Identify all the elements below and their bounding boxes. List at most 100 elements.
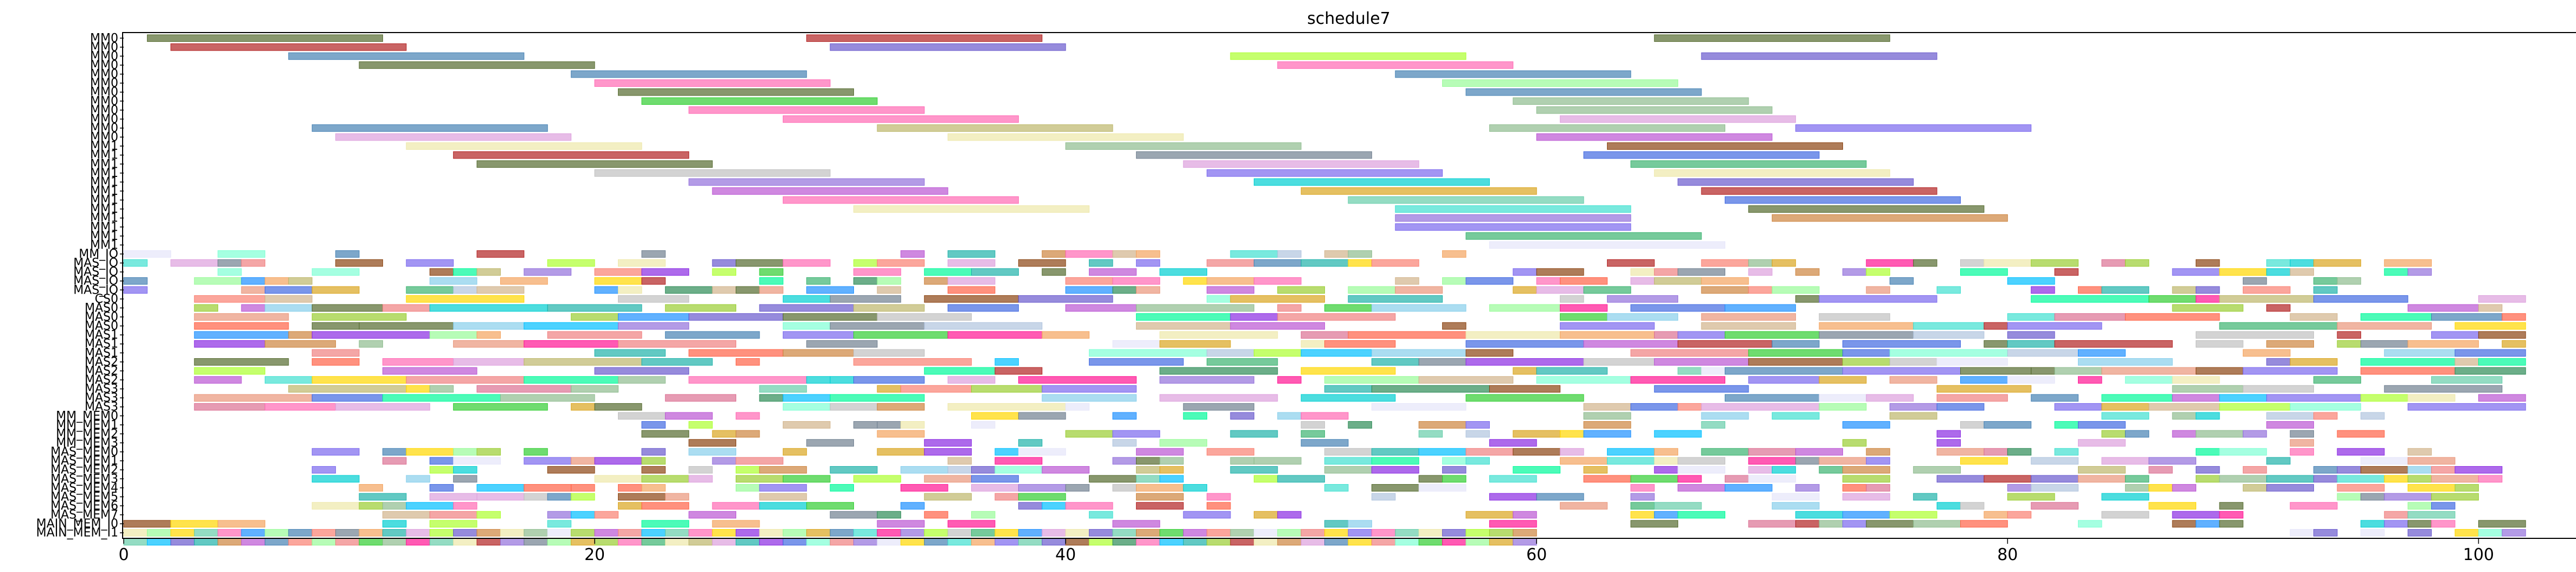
- task-bar: [311, 502, 360, 510]
- x-tick-label: 20: [584, 545, 605, 564]
- task-bar: [1418, 376, 1514, 384]
- task-bar: [476, 448, 501, 456]
- task-bar: [1795, 124, 2032, 132]
- task-bar: [1724, 394, 1820, 402]
- task-bar: [1089, 475, 1137, 483]
- task-bar: [2242, 277, 2267, 285]
- task-bar: [2078, 466, 2126, 474]
- task-bar: [1771, 412, 1820, 420]
- task-bar: [1395, 70, 1631, 78]
- task-bar: [288, 385, 407, 393]
- task-bar: [406, 475, 430, 483]
- task-bar: [335, 250, 360, 258]
- task-bar: [1065, 538, 1090, 546]
- task-bar: [1866, 286, 1890, 294]
- task-bar: [900, 538, 925, 546]
- task-bar: [1442, 475, 1466, 483]
- task-bar: [2360, 412, 2385, 420]
- task-bar: [2384, 385, 2503, 393]
- task-bar: [264, 403, 336, 411]
- task-bar: [1984, 421, 2032, 429]
- task-bar: [2407, 403, 2526, 411]
- task-bar: [1442, 277, 1466, 285]
- row-label: MM_MEM2: [56, 427, 118, 441]
- task-bar: [641, 502, 690, 510]
- task-bar: [571, 457, 595, 465]
- task-bar: [877, 385, 901, 393]
- task-bar: [1207, 295, 1231, 303]
- task-bar: [1560, 430, 1584, 438]
- row-label: MM0: [90, 77, 118, 90]
- task-bar: [241, 286, 265, 294]
- task-bar: [1748, 448, 1796, 456]
- task-bar: [594, 538, 619, 546]
- task-bar: [2172, 286, 2197, 294]
- task-bar: [194, 403, 265, 411]
- task-bar: [1771, 259, 1796, 267]
- task-bar: [218, 268, 242, 276]
- task-bar: [2007, 448, 2032, 456]
- task-bar: [947, 259, 996, 267]
- row-label: MM0: [90, 122, 118, 135]
- task-bar: [476, 385, 572, 393]
- task-bar: [1159, 340, 1231, 348]
- task-bar: [2172, 268, 2220, 276]
- task-bar: [688, 349, 783, 357]
- task-bar: [688, 313, 783, 321]
- task-bar: [2407, 268, 2432, 276]
- task-bar: [665, 493, 690, 501]
- task-bar: [641, 97, 878, 105]
- task-bar: [264, 340, 336, 348]
- task-bar: [1277, 61, 1514, 69]
- task-bar: [1678, 466, 1725, 474]
- task-bar: [736, 466, 760, 474]
- task-bar: [1159, 268, 1208, 276]
- task-bar: [759, 538, 783, 546]
- task-bar: [2101, 412, 2150, 420]
- task-bar: [1771, 466, 1796, 474]
- task-bar: [830, 403, 878, 411]
- task-bar: [924, 277, 948, 285]
- task-bar: [1136, 475, 1161, 483]
- x-tick-label: 80: [1997, 545, 2018, 564]
- row-label: CS0: [95, 293, 118, 306]
- task-bar: [1112, 250, 1137, 258]
- task-bar: [311, 331, 430, 339]
- task-bar: [335, 133, 572, 141]
- task-bar: [1207, 493, 1231, 501]
- task-bar: [476, 538, 501, 546]
- row-label: MAIN_MEM_I0: [36, 517, 118, 531]
- task-bar: [1513, 97, 1749, 105]
- row-label: MM_IO: [79, 247, 118, 261]
- task-bar: [1136, 484, 1184, 492]
- task-bar: [2454, 529, 2479, 537]
- task-bar: [1606, 457, 1655, 465]
- task-bar: [194, 367, 265, 375]
- task-bar: [1936, 430, 1961, 438]
- task-bar: [382, 502, 407, 510]
- task-bar: [311, 313, 407, 321]
- task-bar: [1418, 358, 1466, 366]
- task-bar: [2337, 448, 2385, 456]
- task-bar: [947, 277, 996, 285]
- task-bar: [1253, 178, 1490, 186]
- task-bar: [1465, 430, 1490, 438]
- task-bar: [1065, 286, 1113, 294]
- task-bar: [1465, 331, 1561, 339]
- task-bar: [2101, 403, 2150, 411]
- row-label: MAS1: [85, 338, 118, 351]
- task-bar: [382, 511, 430, 519]
- task-bar: [1536, 376, 1631, 384]
- task-bar: [924, 448, 972, 456]
- task-bar: [877, 421, 901, 429]
- task-bar: [1748, 205, 1985, 213]
- task-bar: [2219, 475, 2267, 483]
- task-bar: [1042, 250, 1066, 258]
- task-bar: [782, 475, 831, 483]
- task-bar: [2054, 403, 2102, 411]
- task-bar: [1795, 457, 1820, 465]
- task-bar: [2384, 349, 2456, 357]
- task-bar: [665, 286, 713, 294]
- task-bar: [2290, 430, 2314, 438]
- task-bar: [853, 259, 878, 267]
